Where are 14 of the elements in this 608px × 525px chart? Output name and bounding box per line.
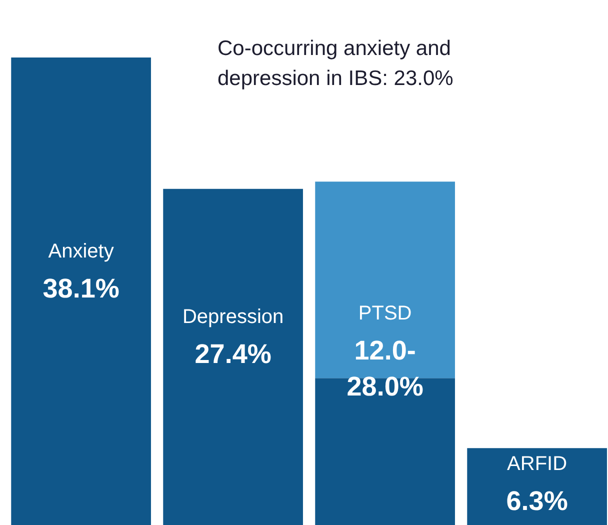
data-label: 27.4%	[194, 339, 272, 370]
data-label: 12.0-28.0%	[346, 336, 424, 402]
bar	[315, 378, 455, 525]
bar	[315, 182, 455, 378]
x-tick-label: Depression	[182, 306, 284, 328]
x-tick-label: PTSD	[358, 302, 412, 325]
bar	[11, 58, 151, 525]
bar	[163, 188, 303, 525]
bar	[467, 448, 607, 525]
annotation: Co-occurring anxiety and depression in IBS: 23.0%	[218, 37, 454, 90]
data-label: 38.1%	[42, 274, 120, 304]
x-tick-label: Anxiety	[48, 240, 114, 262]
x-tick-label: ARFID	[507, 453, 568, 476]
data-label: 6.3%	[506, 486, 568, 516]
